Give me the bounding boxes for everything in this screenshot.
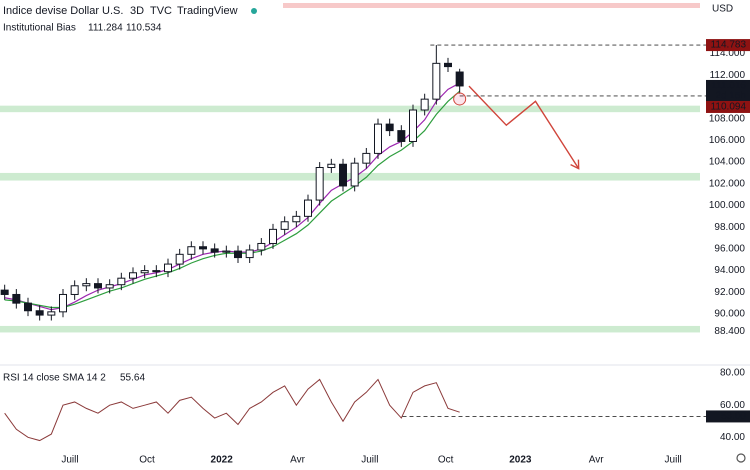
high-label: 114.783 [711,40,747,51]
y-tick-label: 60.00 [720,400,745,411]
candle-body [129,272,137,279]
candle-body [210,248,219,253]
y-tick-label: 40.00 [720,432,745,443]
zone [0,172,700,181]
y-tick-label: 108.000 [709,113,746,124]
candle-body [257,242,266,251]
y-tick-label: 94.000 [714,265,745,276]
moving-average [4,90,461,309]
candle-body [339,163,347,187]
candle-body [24,302,32,312]
rsi-title: RSI 14 close SMA 14 2 [3,373,106,384]
rsi-value: 55.64 [120,373,145,384]
candle-body [385,123,394,132]
projection-path [468,85,580,169]
candle-body [409,109,417,142]
status-dot [251,8,257,14]
candle-body [374,123,382,154]
settings-icon[interactable] [736,453,746,463]
candle-body [327,163,336,169]
candle-body [164,263,172,273]
candle-body [292,215,301,223]
y-tick-label: 92.000 [714,287,745,298]
interval: 3D [130,5,144,17]
y-tick-label: 104.000 [709,157,746,168]
moving-average [4,82,460,311]
x-tick-label: Juill [665,455,682,465]
candle-body [35,310,44,316]
high-label-box [706,39,750,52]
candle-body [280,221,289,230]
rsi-line [4,378,460,442]
candle-body [234,250,242,259]
source: TVC [150,5,172,17]
ma-value: 111.284 [88,23,123,34]
candle-body [304,199,312,217]
close-label: 111.016 [711,81,746,92]
symbol-title: Indice devise Dollar U.S. [3,5,123,17]
x-tick-label: Oct [139,455,155,465]
y-tick-label: 102.000 [709,178,746,189]
rsi-level-label: 53.00 [721,411,746,422]
candle-body [362,152,371,164]
y-tick-label: 106.000 [709,135,746,146]
candle-body [140,270,149,274]
zone [0,105,700,113]
candle-body [397,130,406,142]
candle-body [175,253,184,265]
level-marker [453,92,467,106]
candle-body [105,284,114,289]
y-tick-label: 96.000 [714,244,745,255]
y-tick-label: 100.000 [709,200,746,211]
header: Indice devise Dollar U.S. 3D TVC Trading… [3,4,746,463]
candle-body [117,277,126,286]
x-tick-label: Juill [61,455,78,465]
candle-body [269,228,277,244]
candle-body [70,285,79,295]
x-tick-label: Juill [361,455,378,465]
top-band [283,3,700,8]
candle-body [0,289,9,295]
y-tick-label: 112.000 [710,70,746,81]
zone [0,325,700,333]
rsi-level-box [706,410,750,423]
candle-body [199,246,207,250]
y-tick-label: 88.400 [714,326,745,337]
candle-body [94,283,102,289]
x-tick-label: 2022 [211,455,234,465]
candle-body [444,62,452,68]
candle-body [187,246,196,255]
y-tick-label: 90.000 [714,309,745,320]
x-tick-label: 2023 [509,455,532,465]
candle-body [350,162,359,187]
candle-body [245,249,254,259]
candle-body [420,98,429,111]
candle-body [82,283,91,287]
candle-body [59,293,67,313]
level-label-box [706,100,750,113]
currency: USD [712,4,733,15]
x-tick-label: Avr [589,455,604,465]
brand: TradingView [177,5,238,17]
y-tick-label: 80.00 [720,368,745,379]
x-tick-label: Avr [290,455,305,465]
countdown: 2d 15h [715,91,746,102]
ma-value: 110.534 [126,23,162,34]
candle-body [432,62,441,100]
candle-body [222,250,231,253]
x-tick-label: Oct [438,455,454,465]
indicator-name: Institutional Bias [3,23,76,34]
candle-body [12,293,21,304]
candle-body [455,71,464,87]
candle-body [152,270,161,273]
candle-body [315,167,324,201]
candle-body [47,311,56,316]
close-label-box [706,79,750,102]
level-label: 110.094 [711,102,747,113]
y-tick-label: 114.000 [710,48,746,59]
projection-arrowhead [570,159,580,170]
y-tick-label: 98.000 [714,222,745,233]
